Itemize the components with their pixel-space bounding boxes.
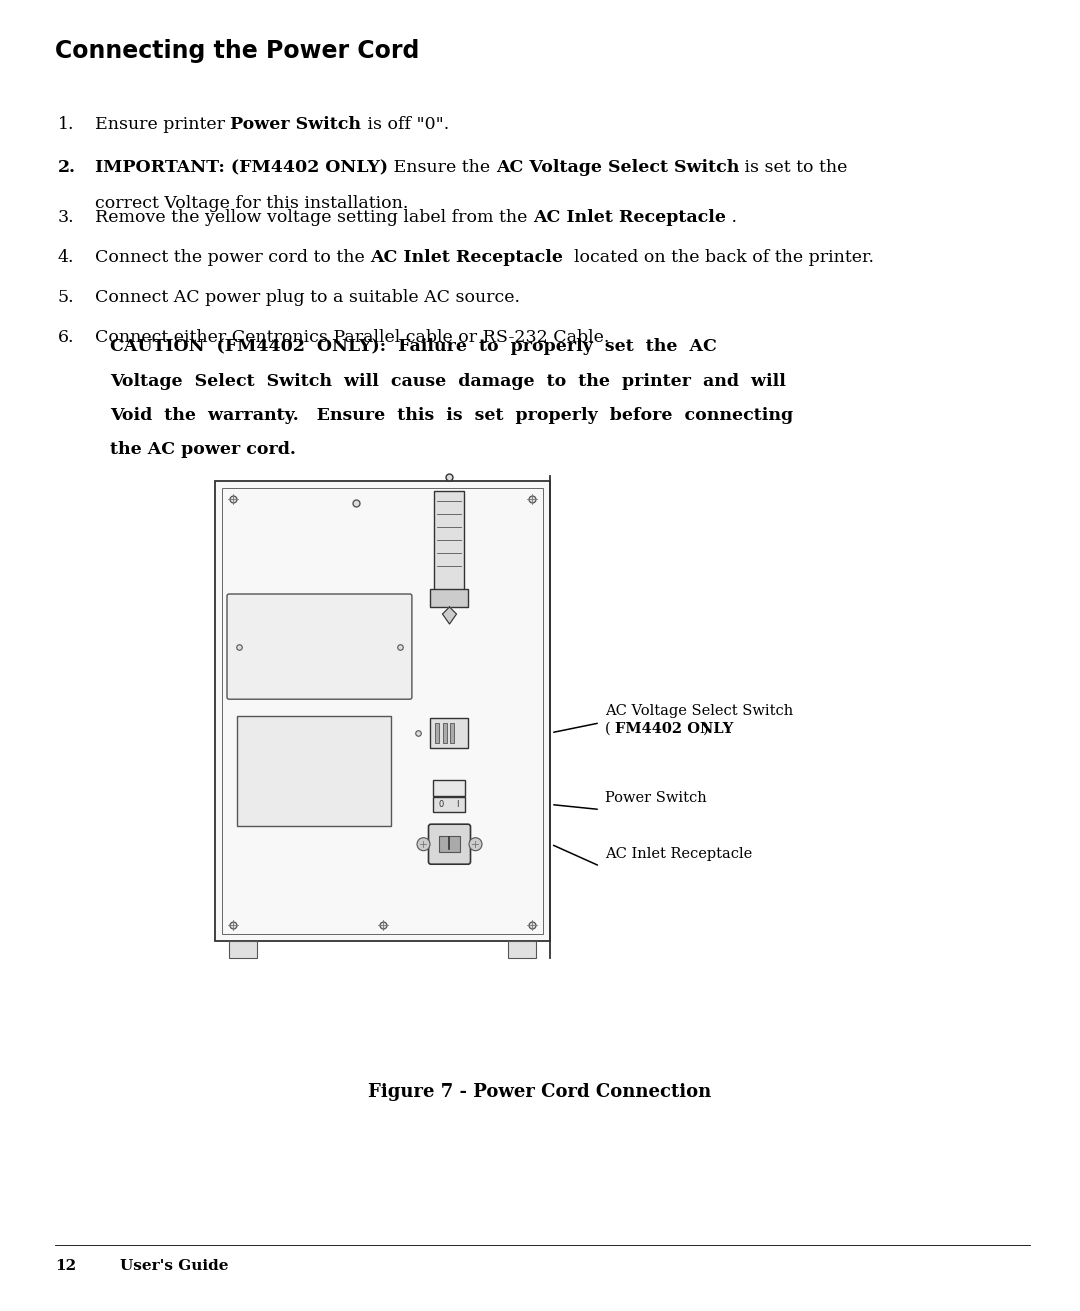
Text: Void  the  warranty.   Ensure  this  is  set  properly  before  connecting: Void the warranty. Ensure this is set pr… — [110, 406, 793, 423]
Text: AC Inlet Receptacle: AC Inlet Receptacle — [532, 208, 726, 225]
Text: AC Inlet Receptacle: AC Inlet Receptacle — [605, 847, 753, 861]
Text: Figure 7 - Power Cord Connection: Figure 7 - Power Cord Connection — [368, 1083, 712, 1101]
Circle shape — [417, 838, 430, 851]
Text: FM4402 ONLY: FM4402 ONLY — [615, 722, 733, 735]
Bar — [222, 488, 543, 933]
Bar — [450, 722, 455, 743]
Bar — [433, 797, 465, 813]
FancyBboxPatch shape — [227, 594, 411, 699]
Text: 1.: 1. — [58, 115, 75, 132]
Text: Ensure printer: Ensure printer — [95, 115, 230, 132]
Text: Connect either Centronics Parallel cable or RS-232 Cable.: Connect either Centronics Parallel cable… — [95, 329, 609, 346]
Bar — [215, 481, 550, 941]
Bar — [431, 718, 469, 747]
Bar — [508, 941, 536, 958]
Text: Power Switch: Power Switch — [230, 115, 362, 132]
Text: 3.: 3. — [58, 208, 75, 225]
Text: AC Voltage Select Switch: AC Voltage Select Switch — [496, 159, 739, 176]
Bar — [434, 492, 464, 591]
Text: located on the back of the printer.: located on the back of the printer. — [564, 249, 874, 266]
Text: I: I — [456, 800, 459, 809]
Text: Connect AC power plug to a suitable AC source.: Connect AC power plug to a suitable AC s… — [95, 288, 519, 305]
Text: correct Voltage for this installation.: correct Voltage for this installation. — [95, 195, 408, 212]
Text: Connecting the Power Cord: Connecting the Power Cord — [55, 39, 419, 63]
Polygon shape — [443, 607, 457, 624]
Text: User's Guide: User's Guide — [120, 1259, 229, 1273]
Text: AC Voltage Select Switch: AC Voltage Select Switch — [605, 704, 793, 718]
Text: is set to the: is set to the — [739, 159, 848, 176]
Bar — [431, 589, 469, 607]
Bar — [435, 722, 440, 743]
Text: ): ) — [703, 722, 708, 735]
Text: (: ( — [605, 722, 610, 735]
Bar — [433, 780, 465, 796]
Text: IMPORTANT: (FM4402 ONLY): IMPORTANT: (FM4402 ONLY) — [95, 159, 388, 176]
Text: Ensure the: Ensure the — [388, 159, 496, 176]
Text: 12: 12 — [55, 1259, 76, 1273]
Circle shape — [469, 838, 482, 851]
Bar — [443, 722, 447, 743]
Text: 0: 0 — [438, 800, 444, 809]
Text: CAUTION  (FM4402  ONLY):  Failure  to  properly  set  the  AC: CAUTION (FM4402 ONLY): Failure to proper… — [110, 338, 717, 355]
Text: 2.: 2. — [58, 159, 76, 176]
Text: 4.: 4. — [58, 249, 75, 266]
Text: 6.: 6. — [58, 329, 75, 346]
Text: is off "0".: is off "0". — [362, 115, 449, 132]
Text: Remove the yellow voltage setting label from the: Remove the yellow voltage setting label … — [95, 208, 532, 225]
Text: .: . — [726, 208, 737, 225]
FancyBboxPatch shape — [429, 825, 471, 864]
Bar — [229, 941, 257, 958]
Text: the AC power cord.: the AC power cord. — [110, 442, 296, 459]
Text: AC Inlet Receptacle: AC Inlet Receptacle — [370, 249, 564, 266]
Bar — [440, 836, 460, 852]
Text: 5.: 5. — [58, 288, 75, 305]
Text: Connect the power cord to the: Connect the power cord to the — [95, 249, 370, 266]
Text: Power Switch: Power Switch — [605, 791, 706, 805]
Text: Voltage  Select  Switch  will  cause  damage  to  the  printer  and  will: Voltage Select Switch will cause damage … — [110, 372, 786, 389]
Bar — [237, 716, 391, 826]
